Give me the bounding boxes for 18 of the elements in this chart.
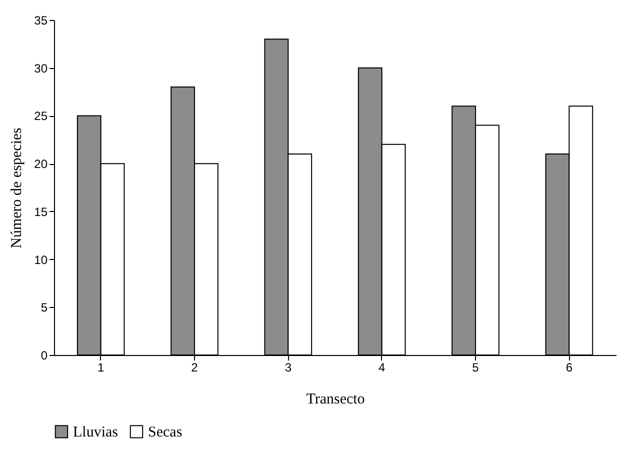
y-tick-label: 25: [34, 109, 48, 124]
x-tick-label: 4: [378, 360, 386, 374]
legend-label: Secas: [148, 424, 182, 441]
y-tick-label: 15: [34, 204, 48, 219]
x-tick-label: 5: [472, 360, 480, 374]
y-tick-label: 0: [40, 348, 48, 362]
legend-label: Lluvias: [73, 424, 118, 441]
x-axis-title: Transecto: [306, 392, 365, 408]
y-tick-label: 30: [34, 61, 48, 76]
y-tick-label: 5: [40, 300, 48, 315]
x-tick-label: 6: [566, 360, 573, 374]
y-axis-title: Número de especies: [9, 127, 26, 248]
y-tick-label: 10: [34, 252, 48, 267]
x-tick-label: 2: [191, 360, 198, 374]
y-tick-label: 20: [34, 157, 48, 172]
x-tick-label: 1: [97, 360, 104, 374]
y-tick-label: 35: [34, 14, 48, 28]
x-tick-label: 3: [284, 360, 292, 374]
